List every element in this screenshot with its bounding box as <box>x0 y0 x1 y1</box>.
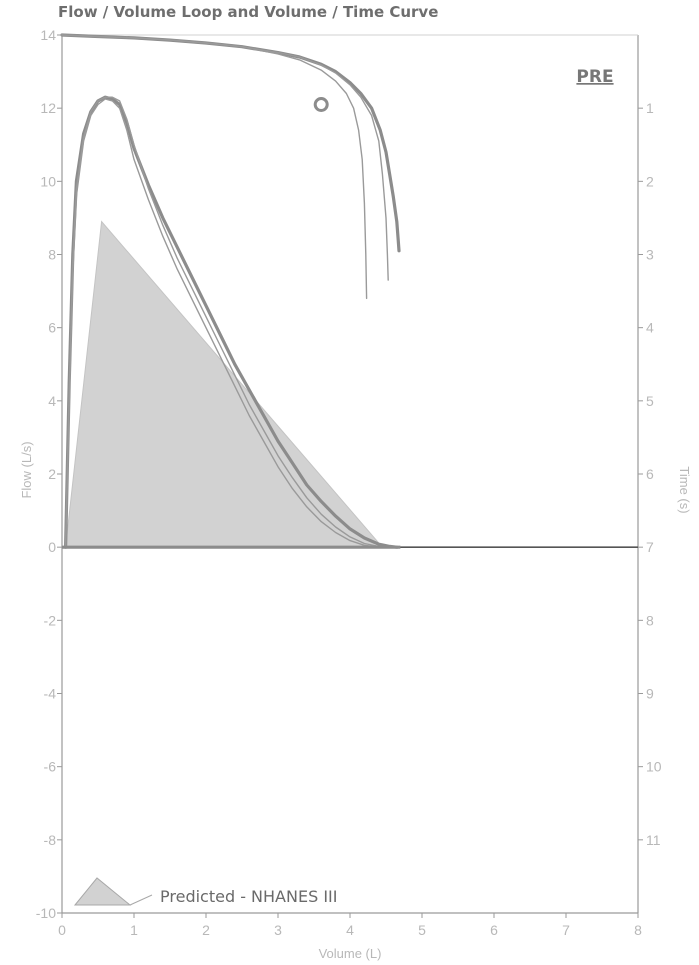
legend-swatch-predicted <box>73 877 132 906</box>
x-tick-label: 1 <box>130 922 138 938</box>
x-tick-label: 3 <box>274 922 282 938</box>
y-tick-label: 4 <box>48 393 56 409</box>
y2-tick-label: 9 <box>646 686 654 702</box>
y-tick-label: 8 <box>48 247 56 263</box>
curve-flow-volume-3 <box>64 96 387 548</box>
y-tick-label: 12 <box>40 100 56 116</box>
predicted-area <box>65 220 384 548</box>
chart-title: Flow / Volume Loop and Volume / Time Cur… <box>58 3 439 21</box>
y-tick-label: -2 <box>44 612 57 628</box>
x-tick-label: 4 <box>346 922 354 938</box>
x-tick-label: 6 <box>490 922 498 938</box>
y-tick-label: 2 <box>48 466 56 482</box>
y2-tick-label: 7 <box>646 539 654 555</box>
y-tick-label: 0 <box>48 539 56 555</box>
y-tick-label: -10 <box>36 905 56 921</box>
curve-flow-volume-2 <box>64 98 380 548</box>
y-tick-label: 14 <box>40 27 56 43</box>
y2-tick-label: 5 <box>646 393 654 409</box>
x-tick-label: 0 <box>58 922 66 938</box>
y2-tick-label: 1 <box>646 100 654 116</box>
x-tick-label: 5 <box>418 922 426 938</box>
pre-label: PRE <box>576 67 613 87</box>
x-tick-label: 2 <box>202 922 210 938</box>
x-tick-label: 7 <box>562 922 570 938</box>
y-tick-label: 10 <box>40 173 56 189</box>
x-tick-label: 8 <box>634 922 642 938</box>
curve-volume-time-4 <box>60 33 401 253</box>
marker-circle <box>313 97 329 113</box>
curve-volume-time-6 <box>61 34 389 281</box>
y2-tick-label: 4 <box>646 320 654 336</box>
legend-swatch-tail <box>129 894 153 906</box>
y-tick-label: 6 <box>48 320 56 336</box>
y2-tick-label: 6 <box>646 466 654 482</box>
y2-tick-label: 10 <box>646 759 662 775</box>
x-axis-label: Volume (L) <box>319 946 382 961</box>
y2-tick-label: 3 <box>646 247 654 263</box>
y2-tick-label: 8 <box>646 612 654 628</box>
legend-label-predicted: Predicted - NHANES III <box>160 887 337 906</box>
y2-tick-label: 11 <box>646 832 661 848</box>
y2-tick-label: 2 <box>646 173 654 189</box>
y-tick-label: -4 <box>44 686 57 702</box>
legend: Predicted - NHANES III <box>73 877 337 906</box>
y-axis-label: Flow (L/s) <box>19 441 34 498</box>
y-tick-label: -6 <box>44 759 57 775</box>
y2-axis-label: Time (s) <box>677 466 692 513</box>
y-tick-label: -8 <box>44 832 57 848</box>
